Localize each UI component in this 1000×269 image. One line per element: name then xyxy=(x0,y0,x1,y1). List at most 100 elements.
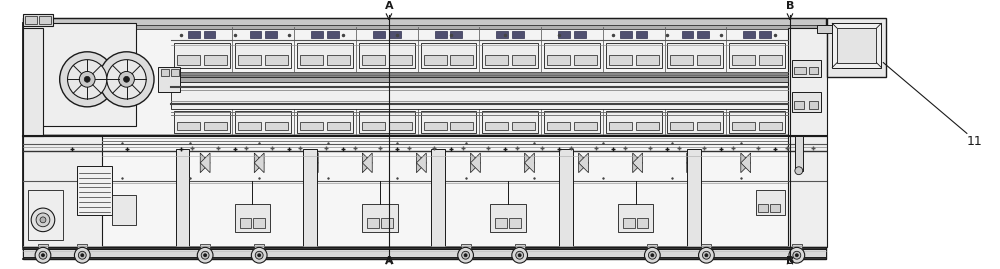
Bar xyxy=(758,204,768,212)
Bar xyxy=(512,31,524,38)
Polygon shape xyxy=(687,153,697,173)
Circle shape xyxy=(793,251,801,259)
Circle shape xyxy=(251,247,267,263)
Bar xyxy=(177,122,200,130)
Bar xyxy=(544,111,600,133)
Bar xyxy=(559,149,573,247)
Bar xyxy=(23,249,826,257)
Bar xyxy=(327,31,339,38)
Bar xyxy=(547,55,570,65)
Circle shape xyxy=(36,213,50,227)
Bar xyxy=(424,122,447,130)
Bar xyxy=(637,218,648,228)
Bar xyxy=(28,190,63,239)
Bar xyxy=(618,204,653,232)
Bar xyxy=(827,18,886,77)
Circle shape xyxy=(518,254,521,257)
Polygon shape xyxy=(525,153,534,173)
Bar xyxy=(667,43,723,68)
Bar xyxy=(235,43,291,68)
Circle shape xyxy=(84,76,90,82)
Bar xyxy=(250,31,261,38)
Circle shape xyxy=(795,254,798,257)
Bar xyxy=(188,31,200,38)
Bar xyxy=(817,25,832,33)
Polygon shape xyxy=(633,153,643,173)
Bar xyxy=(482,43,538,68)
Bar xyxy=(609,122,632,130)
Bar xyxy=(809,101,818,109)
Bar xyxy=(174,111,230,133)
Bar xyxy=(297,43,353,68)
Bar xyxy=(697,55,720,65)
Bar xyxy=(23,23,136,126)
Bar xyxy=(667,111,723,133)
Polygon shape xyxy=(741,153,751,173)
Bar xyxy=(389,31,401,38)
Bar xyxy=(609,55,632,65)
Bar xyxy=(177,55,200,65)
Bar xyxy=(732,122,755,130)
Polygon shape xyxy=(308,153,318,173)
Bar xyxy=(327,55,350,65)
Polygon shape xyxy=(579,153,588,173)
Polygon shape xyxy=(254,153,264,173)
Text: A: A xyxy=(385,256,393,266)
Bar xyxy=(732,55,755,65)
Bar xyxy=(485,55,508,65)
Polygon shape xyxy=(308,153,318,173)
Bar xyxy=(496,31,508,38)
Bar xyxy=(25,16,37,24)
Bar xyxy=(235,111,291,133)
Circle shape xyxy=(789,247,805,263)
Bar xyxy=(670,55,693,65)
Bar xyxy=(424,55,447,65)
Circle shape xyxy=(60,52,115,107)
Bar xyxy=(200,245,210,249)
Bar xyxy=(39,16,51,24)
Bar xyxy=(389,122,412,130)
Bar xyxy=(23,23,826,136)
Polygon shape xyxy=(579,153,588,173)
Bar xyxy=(794,101,804,109)
Circle shape xyxy=(462,251,470,259)
Bar xyxy=(23,136,826,247)
Bar xyxy=(23,136,102,247)
Bar xyxy=(171,72,788,77)
Bar xyxy=(788,28,827,136)
Bar xyxy=(362,55,385,65)
Circle shape xyxy=(197,247,213,263)
Bar xyxy=(359,43,415,68)
Polygon shape xyxy=(525,153,534,173)
Bar xyxy=(482,111,538,133)
Bar xyxy=(697,31,709,38)
Bar xyxy=(558,31,570,38)
Polygon shape xyxy=(687,153,697,173)
Bar xyxy=(701,245,711,249)
Bar xyxy=(792,92,821,112)
Bar xyxy=(77,245,87,249)
Bar xyxy=(38,245,48,249)
Polygon shape xyxy=(471,153,480,173)
Bar xyxy=(381,218,393,228)
Bar xyxy=(512,122,535,130)
Bar xyxy=(485,122,508,130)
Circle shape xyxy=(255,251,263,259)
Circle shape xyxy=(99,52,154,107)
Circle shape xyxy=(464,254,467,257)
Circle shape xyxy=(79,72,95,87)
Bar xyxy=(204,55,227,65)
Circle shape xyxy=(107,60,146,99)
Bar xyxy=(647,245,657,249)
Bar xyxy=(729,111,785,133)
Bar xyxy=(495,218,507,228)
Bar xyxy=(729,43,785,68)
Bar xyxy=(303,149,317,247)
Bar xyxy=(254,245,264,249)
Bar xyxy=(389,55,412,65)
Bar xyxy=(300,122,323,130)
Circle shape xyxy=(39,251,47,259)
Bar xyxy=(297,111,353,133)
Circle shape xyxy=(119,72,134,87)
Text: B: B xyxy=(786,256,794,266)
